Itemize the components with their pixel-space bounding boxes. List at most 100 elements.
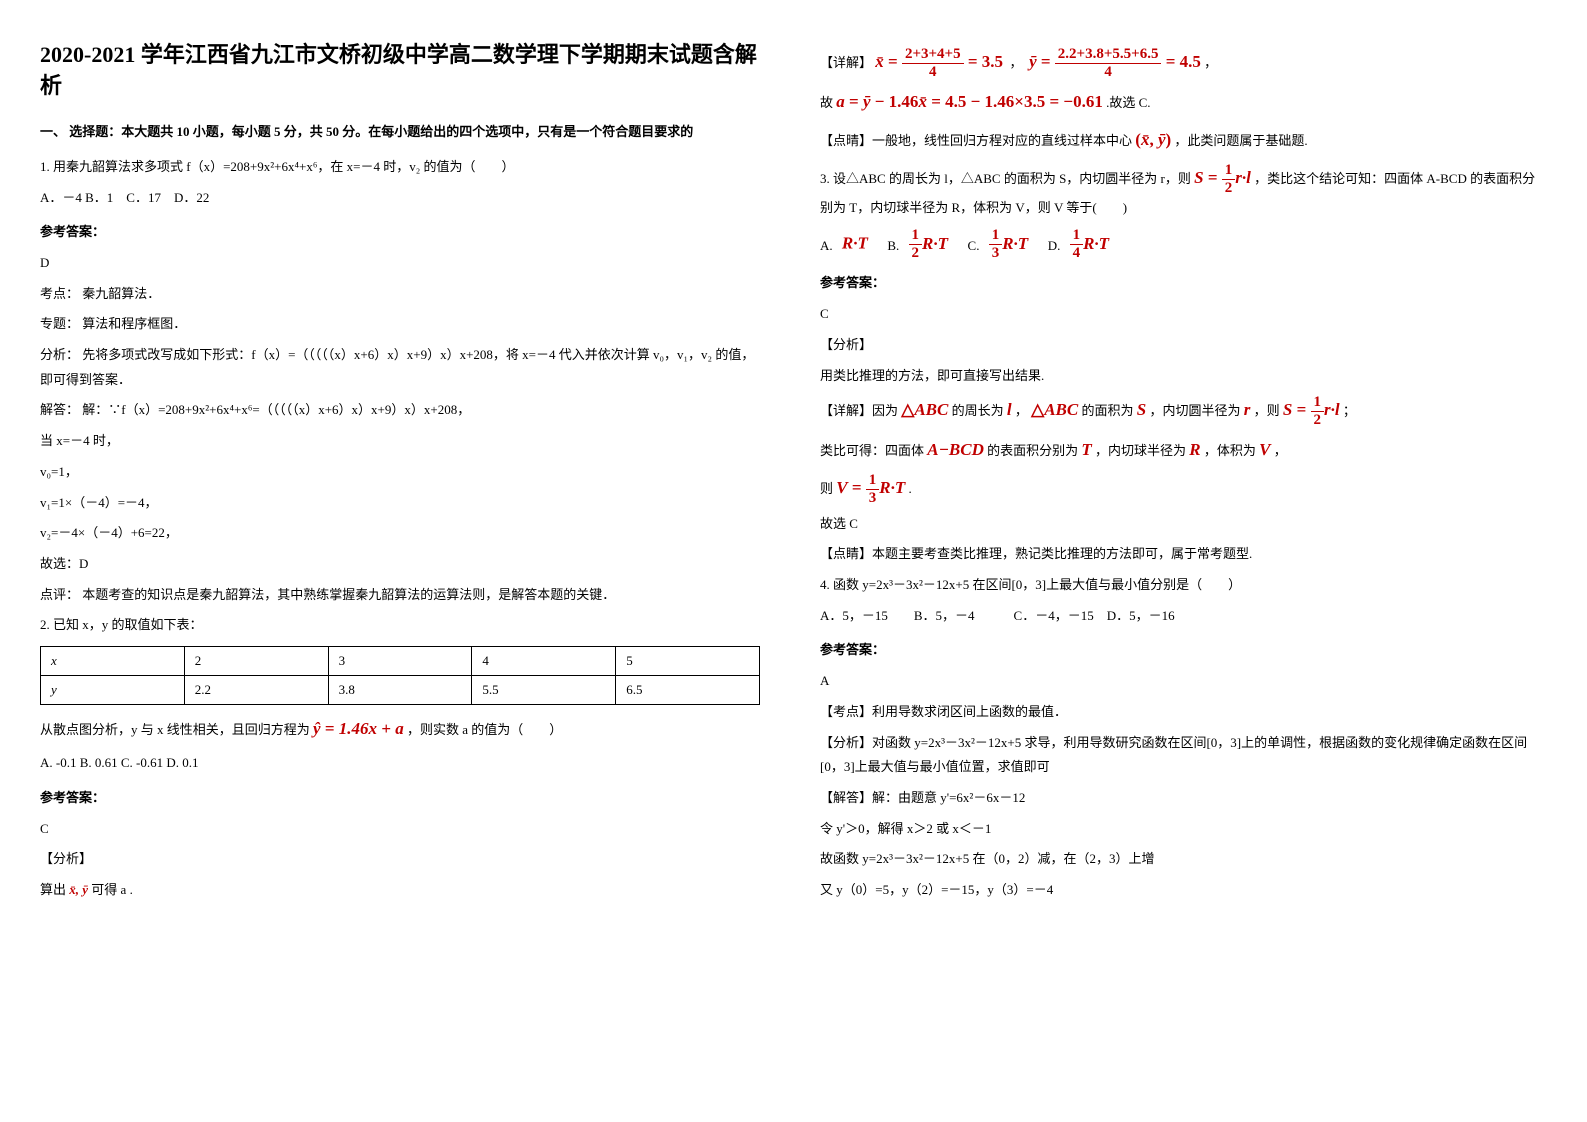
q1-jieda4: v₁=1×（－4）=－4， [40,491,760,516]
q3-w2: ， [1015,403,1028,418]
q2-ybar-eq: ȳ = 2.2+3.8+5.5+6.54 = 4.5 [1029,52,1201,71]
q3-dianqing: 【点睛】本题主要考查类比推理，熟记类比推理的方法即可，属于常考题型. [820,542,1540,567]
q3-xiangjie-label: 【详解】因为 [820,403,898,418]
q1-jieda3: v₀=1， [40,460,760,485]
q2-fenxi: 算出 x̄, ȳ 可得 a . [40,878,760,903]
table-cell: x [41,646,185,675]
q2-a-line: 故 a = ȳ − 1.46x̄ = 4.5 − 1.46×3.5 = −0.6… [820,86,1540,118]
q3-R: R [1189,440,1200,459]
q3-leibi4: ，体积为 [1204,443,1259,458]
q3-xiangjie: 【详解】因为 △ABC 的周长为 l ， △ABC 的面积为 S ，内切圆半径为… [820,394,1540,428]
q2-fenxi-label: 【分析】 [40,847,760,872]
q3-leibi2: 的表面积分别为 [987,443,1081,458]
q3-options: A. R·T B. 12R·T C. 13R·T D. 14R·T [820,228,1540,261]
q3-w3: 的面积为 [1082,403,1137,418]
q2-fenxi-t1: 算出 [40,882,66,897]
q3-abc1: △ABC [901,400,948,419]
q1-stem: 1. 用秦九韶算法求多项式 f（x）=208+9x²+6x⁴+x⁶，在 x=－4… [40,155,760,180]
q2-xiangjie: 【详解】 x̄ = 2+3+4+54 = 3.5 ， ȳ = 2.2+3.8+5… [820,46,1540,80]
table-cell: 4 [472,646,616,675]
q2-xbar-eq: x̄ = 2+3+4+54 = 3.5 [875,52,1003,71]
q2-dianqing2: ，此类问题属于基础题. [1174,133,1307,148]
q3-ze-t: 则 [820,481,836,496]
q2-a-eq: a = ȳ − 1.46x̄ = 4.5 − 1.46×3.5 = −0.61 [836,92,1103,111]
q1-answer: D [40,251,760,276]
q3-w1: 的周长为 [952,403,1007,418]
q2-eq1: ŷ = 1.46x + a [313,719,404,738]
doc-title: 2020-2021 学年江西省九江市文桥初级中学高二数学理下学期期末试题含解析 [40,40,760,102]
q3-opt-d-label: D. [1048,238,1061,254]
q1-zhuanti: 专题： 算法和程序框图． [40,312,760,337]
q4-fenxi: 【分析】对函数 y=2x³－3x²－12x+5 求导，利用导数研究函数在区间[0… [820,731,1540,780]
q1-dianping: 点评： 本题考查的知识点是秦九韶算法，其中熟练掌握秦九韶算法的运算法则，是解答本… [40,583,760,608]
table-cell: 3.8 [328,675,472,704]
q2-gu: 故 [820,95,833,110]
q3-answer-label: 参考答案： [820,271,1540,296]
q3-opt-d: 14R·T [1070,234,1109,253]
q2-answer: C [40,817,760,842]
q2-options: A. -0.1 B. 0.61 C. -0.61 D. 0.1 [40,751,760,776]
q4-jieda2: 令 y'＞0，解得 x＞2 或 x＜－1 [820,817,1540,842]
q2-after: 从散点图分析，y 与 x 线性相关，且回归方程为 ŷ = 1.46x + a ，… [40,713,760,745]
q2-after2: ，则实数 a 的值为（ ） [407,722,562,737]
q1-fenxi: 分析： 先将多项式改写成如下形式：f（x）=（（（（（x）x+6）x）x+9）x… [40,343,760,392]
q3-T: T [1081,440,1091,459]
q2-after-text: 从散点图分析，y 与 x 线性相关，且回归方程为 [40,722,310,737]
q3-eq-s: S = 12r·l [1194,168,1251,187]
q3-abcd: A−BCD [927,440,984,459]
q3-leibi-t: 类比可得：四面体 [820,443,927,458]
q3-eq-s2: S = 12r·l [1283,400,1340,419]
right-column: 【详解】 x̄ = 2+3+4+54 = 3.5 ， ȳ = 2.2+3.8+5… [820,40,1540,909]
q1-jieda1: 解答： 解：∵f（x）=208+9x²+6x⁴+x⁶=（（（（（x）x+6）x）… [40,398,760,423]
q3-w5: ，则 [1254,403,1283,418]
table-cell: 3 [328,646,472,675]
q1-jieda5: v₂=－4×（－4）+6=22， [40,521,760,546]
q3-opt-a: R·T [842,234,868,253]
q4-options: A．5，－15 B．5，－4 C．－4，－15 D．5，－16 [820,604,1540,629]
q3-fenxi-label: 【分析】 [820,333,1540,358]
q2-dianqing: 【点晴】一般地，线性回归方程对应的直线过样本中心 (x̄, ȳ) ，此类问题属于… [820,124,1540,156]
table-cell: y [41,675,185,704]
q3-stem: 3. 设△ABC 的周长为 l，△ABC 的面积为 S，内切圆半径为 r，则 S… [820,162,1540,220]
q3-opt-a-label: A. [820,238,833,254]
q4-stem: 4. 函数 y=2x³－3x²－12x+5 在区间[0，3]上最大值与最小值分别… [820,573,1540,598]
q1-jieda6: 故选：D [40,552,760,577]
q3-leibi: 类比可得：四面体 A−BCD 的表面积分别为 T ，内切球半径为 R ，体积为 … [820,434,1540,466]
q3-eq-v: V = 13R·T [836,478,905,497]
q2-table: x 2 3 4 5 y 2.2 3.8 5.5 6.5 [40,646,760,705]
q3-opt-b: 12R·T [909,234,948,253]
table-cell: 5 [616,646,760,675]
table-cell: 2 [184,646,328,675]
q4-jieda3: 故函数 y=2x³－3x²－12x+5 在（0，2）减，在（2，3）上增 [820,847,1540,872]
table-cell: 5.5 [472,675,616,704]
q3-leibi5: ， [1274,443,1287,458]
q3-guxuan: 故选 C [820,512,1540,537]
table-cell: 2.2 [184,675,328,704]
q2-center: (x̄, ȳ) [1135,130,1171,149]
q4-answer-label: 参考答案： [820,638,1540,663]
q3-r: r [1244,400,1251,419]
table-cell: 6.5 [616,675,760,704]
q3-opt-b-label: B. [887,238,899,254]
q2-stem: 2. 已知 x，y 的取值如下表： [40,613,760,638]
section-1-intro: 一、 选择题：本大题共 10 小题，每小题 5 分，共 50 分。在每小题给出的… [40,120,760,143]
q4-jieda1: 【解答】解：由题意 y'=6x²－6x－12 [820,786,1540,811]
q2-xiangjie-label: 【详解】 [820,55,872,70]
q3-s: S [1137,400,1146,419]
q3-ze: 则 V = 13R·T . [820,472,1540,506]
q1-answer-label: 参考答案： [40,220,760,245]
q4-answer: A [820,669,1540,694]
q1-jieda2: 当 x=－4 时， [40,429,760,454]
q3-abc2: △ABC [1031,400,1078,419]
q3-w4: ，内切圆半径为 [1149,403,1243,418]
q1-options: A．－4 B．1 C．17 D．22 [40,186,760,211]
q3-opt-c: 13R·T [989,234,1028,253]
left-column: 2020-2021 学年江西省九江市文桥初级中学高二数学理下学期期末试题含解析 … [40,40,760,909]
q3-opt-c-label: C. [968,238,980,254]
q3-fenxi: 用类比推理的方法，即可直接写出结果. [820,364,1540,389]
table-row: y 2.2 3.8 5.5 6.5 [41,675,760,704]
q4-kaodian: 【考点】利用导数求闭区间上函数的最值． [820,700,1540,725]
table-row: x 2 3 4 5 [41,646,760,675]
q2-guxuan: .故选 C. [1106,95,1150,110]
q3-V: V [1259,440,1270,459]
